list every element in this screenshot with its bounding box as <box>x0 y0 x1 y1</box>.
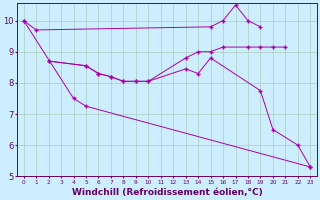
X-axis label: Windchill (Refroidissement éolien,°C): Windchill (Refroidissement éolien,°C) <box>72 188 262 197</box>
